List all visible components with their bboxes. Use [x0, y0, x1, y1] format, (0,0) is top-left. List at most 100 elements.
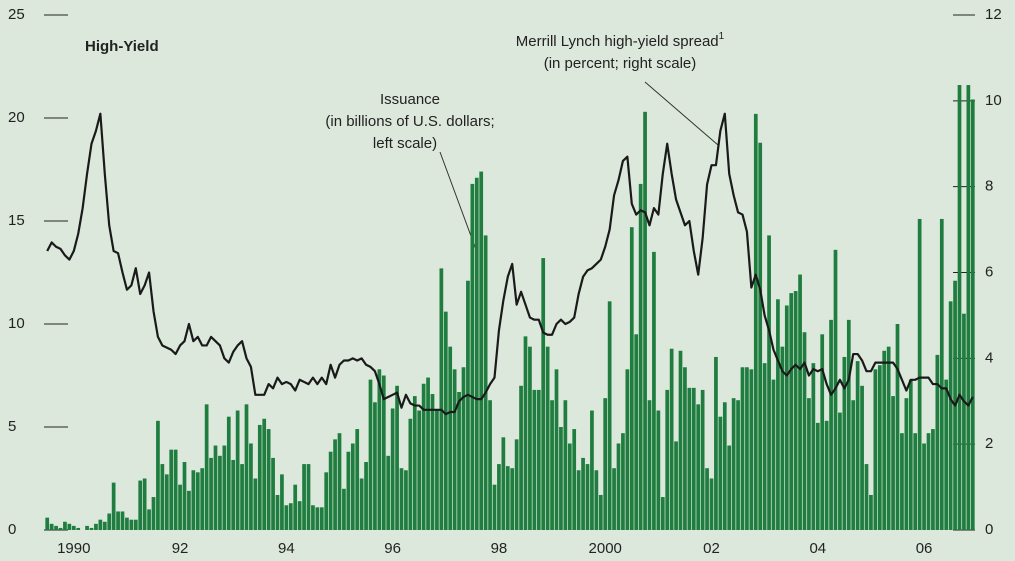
bar: [514, 439, 519, 530]
bar: [541, 258, 546, 530]
annotation: Merrill Lynch high-yield spread1: [516, 31, 725, 50]
leader-line: [644, 81, 719, 146]
bar: [435, 410, 439, 530]
bar: [67, 523, 72, 530]
bar: [891, 396, 895, 530]
bar: [536, 389, 541, 530]
bar: [342, 488, 346, 530]
bar: [576, 470, 581, 530]
bar: [120, 511, 125, 530]
bar: [793, 291, 798, 530]
bar: [333, 439, 337, 530]
y2-tick-label: 4: [985, 349, 993, 366]
x-tick-label: 1990: [57, 540, 90, 557]
bar: [612, 468, 616, 530]
bar: [390, 408, 395, 530]
bar: [262, 418, 267, 530]
bar: [523, 336, 528, 530]
bar: [718, 416, 723, 530]
bar: [457, 391, 461, 530]
bar: [727, 445, 732, 530]
bar: [129, 519, 134, 530]
bar: [107, 513, 112, 530]
bar: [900, 433, 904, 530]
bar: [173, 449, 178, 530]
x-tick-label: 2000: [589, 540, 622, 557]
bar: [519, 385, 523, 530]
bar: [559, 427, 563, 530]
bar: [284, 505, 289, 530]
bar: [895, 324, 900, 530]
bar: [970, 99, 975, 531]
bar: [337, 433, 342, 530]
bar: [231, 459, 236, 530]
bar: [767, 235, 771, 531]
bar: [696, 404, 701, 530]
bar: [302, 464, 306, 530]
bar: [660, 497, 665, 530]
bar: [116, 511, 120, 530]
bar: [652, 251, 656, 530]
bar: [244, 404, 249, 530]
bar: [89, 527, 94, 530]
bar: [678, 350, 683, 530]
bar: [488, 400, 492, 530]
x-tick-label: 02: [703, 540, 720, 557]
bar: [280, 474, 284, 530]
bar: [935, 354, 940, 530]
bar: [864, 464, 869, 530]
bar: [510, 468, 515, 530]
bar: [545, 346, 550, 530]
annotation: (in billions of U.S. dollars;: [325, 113, 494, 130]
bar: [200, 468, 205, 530]
bar: [674, 441, 678, 530]
x-tick-label: 96: [384, 540, 401, 557]
bar: [629, 227, 634, 530]
bar: [691, 387, 696, 530]
bar: [98, 519, 103, 530]
bar: [452, 369, 457, 530]
bar: [603, 398, 608, 530]
bar: [687, 387, 692, 530]
bar: [182, 462, 187, 530]
bar: [328, 451, 333, 530]
bar: [740, 367, 745, 530]
bar: [621, 433, 625, 530]
bar: [408, 418, 413, 530]
bar: [355, 429, 360, 530]
bar: [714, 356, 718, 530]
bar: [634, 334, 639, 530]
bar: [745, 367, 749, 530]
bar: [94, 523, 98, 530]
bar: [877, 365, 882, 530]
bar: [860, 385, 864, 530]
bar: [430, 394, 435, 530]
bar: [142, 478, 147, 530]
bar: [683, 367, 687, 530]
bar: [54, 525, 58, 530]
bar: [404, 470, 408, 530]
bar: [470, 183, 475, 531]
bar: [802, 332, 807, 530]
bar: [917, 218, 922, 530]
bar: [758, 142, 763, 530]
bar: [572, 429, 577, 530]
x-tick-label: 94: [278, 540, 295, 557]
bar: [643, 111, 647, 530]
bar: [904, 398, 909, 530]
bar: [213, 445, 218, 530]
bar: [656, 410, 661, 530]
bar: [266, 429, 271, 530]
bar: [638, 183, 643, 531]
bar: [421, 383, 426, 530]
bar: [297, 501, 302, 530]
bar: [111, 482, 116, 530]
bar: [257, 424, 262, 530]
bar: [815, 422, 820, 530]
bar: [359, 478, 364, 530]
bar: [235, 410, 240, 530]
bar: [147, 509, 151, 530]
annotation: Issuance: [380, 91, 440, 108]
y2-tick-label: 8: [985, 178, 993, 195]
